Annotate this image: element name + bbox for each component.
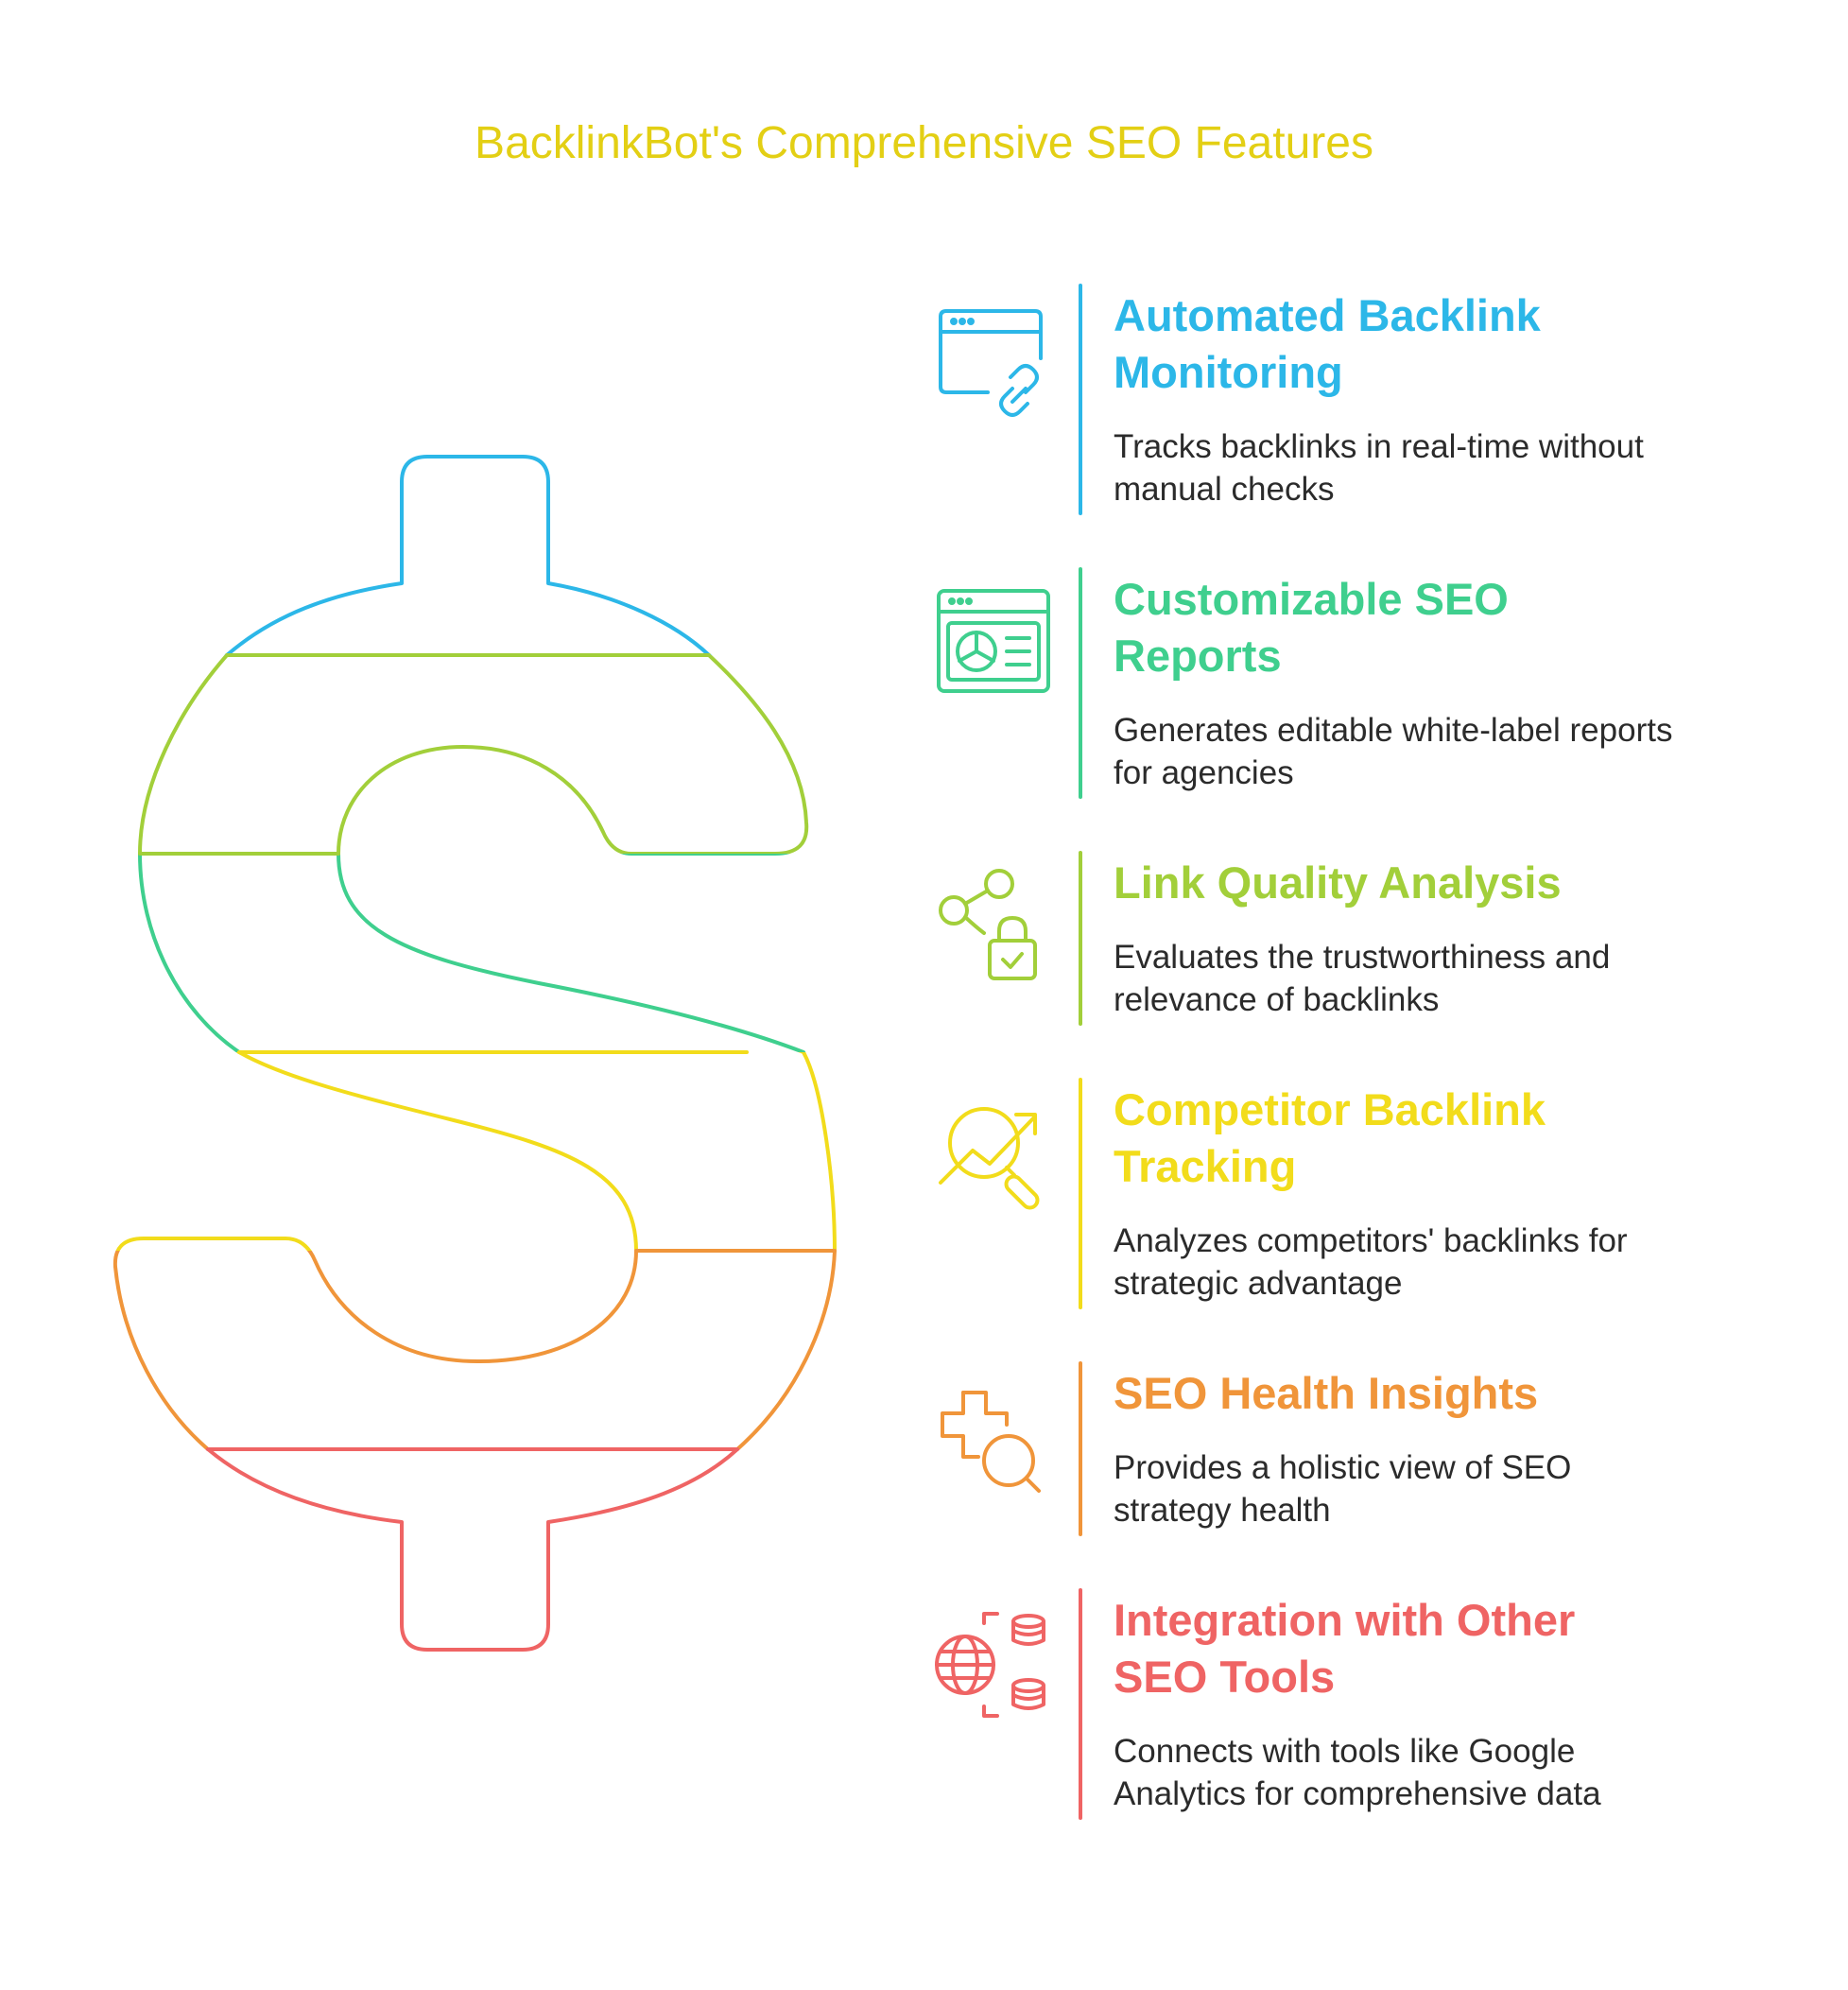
feature-divider-bar: [1079, 1078, 1082, 1309]
feature-description: Connects with tools like Google Analytic…: [1114, 1733, 1601, 1812]
feature-heading: Automated Backlink Monitoring: [1114, 290, 1541, 397]
feature-divider-bar: [1079, 1361, 1082, 1536]
health-search-icon: [941, 1391, 1041, 1493]
feature-heading: Integration with Other SEO Tools: [1114, 1595, 1576, 1702]
report-chart-icon: [937, 589, 1050, 693]
feature-description: Provides a holistic view of SEO strategy…: [1114, 1449, 1572, 1529]
feature-divider-bar: [1079, 851, 1082, 1026]
feature-divider-bar: [1079, 1588, 1082, 1820]
page-title: BacklinkBot's Comprehensive SEO Features: [475, 118, 1373, 168]
share-lock-icon: [939, 869, 1037, 980]
feature-description: Generates editable white-label reports f…: [1114, 712, 1673, 791]
feature-heading: Link Quality Analysis: [1114, 857, 1562, 908]
feature-heading: Competitor Backlink Tracking: [1114, 1084, 1546, 1191]
trend-search-icon: [939, 1107, 1040, 1210]
feature-heading: SEO Health Insights: [1114, 1368, 1539, 1418]
globe-database-icon: [935, 1612, 1045, 1718]
feature-description: Tracks backlinks in real-time without ma…: [1114, 428, 1644, 508]
feature-description: Evaluates the trustworthiness and releva…: [1114, 939, 1611, 1018]
feature-divider-bar: [1079, 284, 1082, 515]
browser-link-icon: [939, 309, 1043, 417]
feature-heading: Customizable SEO Reports: [1114, 574, 1509, 681]
feature-divider-bar: [1079, 567, 1082, 799]
feature-description: Analyzes competitors' backlinks for stra…: [1114, 1222, 1628, 1302]
